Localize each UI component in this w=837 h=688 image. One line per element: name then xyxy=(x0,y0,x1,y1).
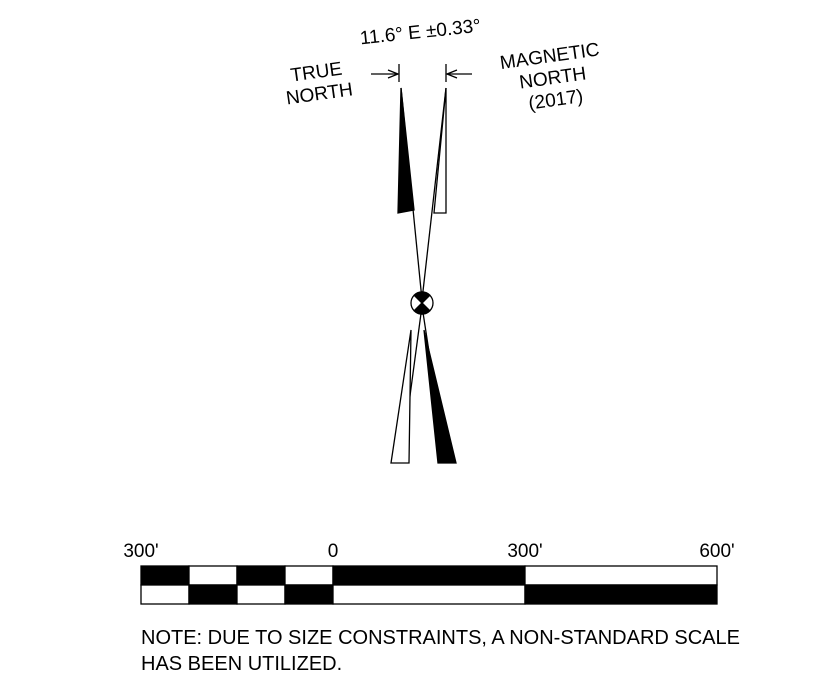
scale-segment xyxy=(140,565,190,586)
magnetic-north-label: MAGNETIC NORTH (2017) xyxy=(499,39,601,114)
scale-segment xyxy=(524,584,718,605)
scale-segment xyxy=(140,584,190,605)
dimension-arrowhead xyxy=(387,69,400,79)
scale-label: 0 xyxy=(328,541,339,562)
scale-segment xyxy=(284,584,334,605)
scale-segment xyxy=(188,584,238,605)
tail-white xyxy=(390,329,412,464)
scale-bar xyxy=(140,565,718,605)
true-north-head xyxy=(397,87,415,214)
center-cross xyxy=(413,294,431,312)
note-line: NOTE: DUE TO SIZE CONSTRAINTS, A NON-STA… xyxy=(141,627,740,649)
scale-segment xyxy=(524,565,718,586)
note-line: HAS BEEN UTILIZED. xyxy=(141,653,342,675)
north-arrow xyxy=(371,64,472,464)
dimension-arrowhead xyxy=(445,69,458,79)
scale-segment xyxy=(236,565,286,586)
scale-segment xyxy=(188,565,238,586)
scale-label: 600' xyxy=(699,541,734,562)
scale-segment xyxy=(236,584,286,605)
scale-segment xyxy=(332,584,526,605)
scale-segment xyxy=(284,565,334,586)
scale-label: 300' xyxy=(507,541,542,562)
scale-segment xyxy=(332,565,526,586)
magnetic-north-head xyxy=(433,87,447,214)
declination: 11.6° E ±0.33° xyxy=(359,16,482,50)
scale-label: 300' xyxy=(123,541,158,562)
tail-black xyxy=(423,329,457,464)
true-north-label: TRUE NORTH xyxy=(285,59,354,110)
